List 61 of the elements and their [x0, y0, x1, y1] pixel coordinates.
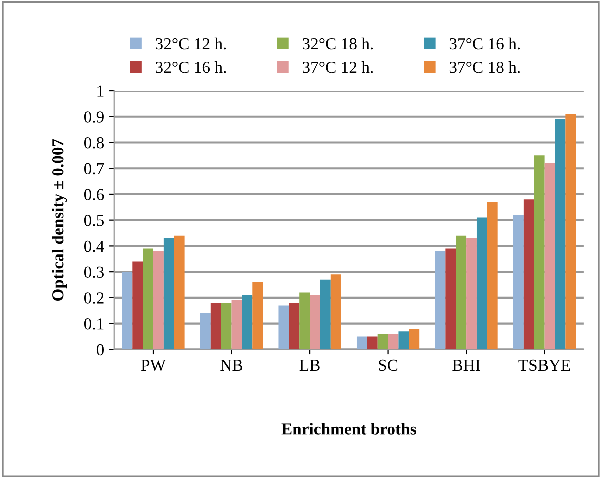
bar	[476, 218, 488, 350]
bar	[300, 292, 310, 350]
legend-label: 32°C 16 h.	[156, 61, 226, 74]
bar	[210, 303, 222, 350]
bar	[566, 114, 576, 350]
bar	[320, 280, 331, 350]
legend-label: 37°C 12 h.	[303, 61, 374, 74]
bar	[200, 313, 211, 350]
y-tick-label: 0.2	[84, 292, 104, 304]
bar	[242, 295, 253, 350]
bar	[378, 334, 388, 350]
bar	[466, 238, 477, 350]
bar	[367, 336, 378, 350]
bar	[514, 215, 524, 350]
y-tick-label: 0	[96, 344, 104, 356]
bar	[409, 328, 420, 350]
y-tick-label: 0.6	[84, 189, 104, 200]
bar	[164, 238, 174, 350]
bar	[456, 236, 467, 350]
bar	[132, 262, 144, 350]
bar	[544, 163, 556, 350]
legend-label: 37°C 16 h.	[450, 38, 520, 50]
y-tick-label: 0.5	[84, 215, 104, 226]
y-tick-label: 0.1	[84, 318, 104, 330]
x-tick-label: PW	[141, 360, 166, 372]
legend-label: 37°C 18 h.	[450, 61, 520, 74]
bar	[289, 303, 300, 350]
y-tick-label: 0.7	[84, 163, 104, 175]
bar	[356, 336, 368, 350]
bar	[310, 295, 320, 350]
bar	[555, 119, 566, 350]
y-tick-label: 0.9	[84, 112, 104, 123]
bar	[154, 251, 164, 350]
bar	[435, 251, 446, 350]
x-tick-label: TSBYE	[518, 360, 570, 372]
bar	[388, 334, 399, 350]
y-tick-label: 0.8	[84, 137, 104, 149]
bar	[252, 282, 264, 350]
y-axis-title: Optical density ± 0.007	[52, 139, 68, 301]
bar	[174, 236, 185, 350]
y-tick-label: 0.4	[84, 240, 104, 252]
bar	[143, 248, 154, 350]
bar	[534, 156, 545, 350]
x-tick-label: LB	[300, 360, 320, 372]
bar	[232, 300, 242, 350]
bar	[446, 248, 456, 350]
bar	[398, 332, 410, 350]
bar	[122, 272, 133, 350]
x-tick-label: BHI	[452, 360, 480, 372]
x-tick-label: SC	[379, 360, 398, 372]
bar	[487, 202, 498, 350]
y-tick-label: 1	[98, 86, 104, 97]
bar	[330, 274, 342, 350]
x-axis-title: Enrichment broths	[282, 423, 416, 435]
legend-label: 32°C 18 h.	[303, 38, 374, 50]
bar	[524, 200, 534, 350]
y-tick-label: 0.3	[84, 266, 104, 278]
bar	[221, 303, 232, 350]
legend-label: 32°C 12 h.	[156, 38, 226, 50]
bar	[278, 306, 290, 350]
x-tick-label: NB	[220, 360, 243, 372]
